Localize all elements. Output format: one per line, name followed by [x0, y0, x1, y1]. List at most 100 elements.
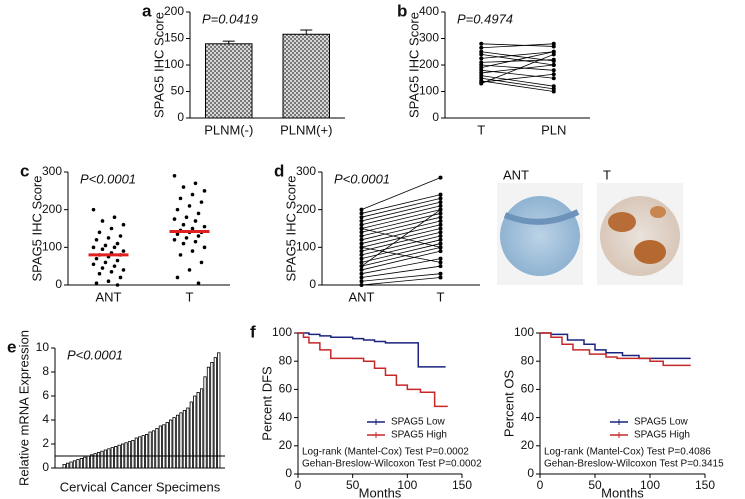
bar — [186, 407, 190, 469]
point — [181, 241, 186, 246]
point — [438, 271, 443, 276]
point — [172, 238, 177, 242]
bar — [86, 455, 90, 469]
bar — [138, 436, 142, 469]
y-axis-label: SPAG5 IHC Score — [151, 12, 166, 118]
test-note: Gehan-Breslow-Wilcoxon Test P=0.0002 — [302, 459, 482, 470]
point — [551, 89, 556, 94]
point — [109, 226, 114, 231]
bar — [210, 361, 214, 469]
point — [121, 249, 126, 253]
x-tick-label: 50 — [588, 478, 602, 492]
point — [193, 181, 198, 186]
point — [178, 253, 183, 257]
y-tick-label: 4 — [42, 412, 49, 426]
stained-region — [608, 212, 636, 232]
point — [359, 215, 364, 220]
pair-line — [481, 43, 554, 49]
y-tick-label: 100 — [164, 57, 184, 71]
pair-line — [361, 194, 441, 214]
pair-line — [361, 209, 441, 267]
y-tick-label: 300 — [419, 31, 439, 45]
point — [190, 192, 195, 197]
bar — [62, 463, 66, 469]
point — [202, 224, 207, 229]
y-tick-label: 8 — [42, 364, 49, 378]
y-axis-label: SPAG5 IHC Score — [283, 176, 298, 282]
point — [551, 68, 556, 73]
point — [193, 239, 198, 244]
legend-label: SPAG5 Low — [634, 417, 689, 428]
test-note: Log-rank (Mantel-Cox) Test P=0.4086 — [544, 447, 711, 458]
bar — [66, 462, 70, 469]
point — [196, 234, 201, 238]
point — [172, 217, 177, 221]
point — [438, 222, 443, 227]
bar — [169, 419, 173, 469]
p-value: P<0.0001 — [80, 171, 136, 186]
image-label: T — [603, 167, 611, 182]
bar — [175, 414, 180, 469]
point — [97, 271, 102, 276]
y-axis-label: Relative mRNA Expression — [16, 330, 31, 486]
point — [109, 270, 114, 274]
survival-curve — [540, 332, 691, 360]
point — [172, 173, 177, 178]
point — [106, 236, 111, 240]
bar — [93, 453, 97, 469]
pair-line — [481, 64, 554, 71]
y-tick-label: 100 — [42, 240, 62, 254]
point — [359, 230, 364, 235]
point — [479, 81, 484, 86]
point — [121, 268, 126, 272]
point — [359, 211, 364, 216]
y-tick-label: 60 — [279, 382, 293, 396]
point — [438, 200, 443, 205]
point — [438, 218, 443, 223]
point — [438, 237, 443, 242]
point — [175, 275, 180, 280]
y-tick-label: 0 — [42, 460, 49, 474]
point — [112, 215, 117, 219]
p-value: P=0.4974 — [457, 11, 513, 26]
point — [551, 63, 556, 67]
y-tick-label: 300 — [296, 164, 316, 178]
x-tick-label: 100 — [397, 478, 417, 492]
survival-curve — [298, 332, 446, 368]
bar — [199, 388, 204, 469]
y-tick-label: 80 — [521, 353, 535, 367]
point — [438, 275, 443, 280]
pair-line — [481, 80, 554, 92]
pair-line — [481, 75, 554, 87]
bar — [193, 395, 197, 469]
pair-line — [361, 277, 441, 286]
y-axis-label: Percent OS — [501, 370, 516, 438]
x-tick-label: 0 — [295, 478, 302, 492]
y-tick-label: 60 — [521, 382, 535, 396]
point — [551, 76, 556, 81]
pair-line — [361, 239, 441, 260]
point — [479, 52, 484, 57]
tissue-core — [600, 196, 680, 276]
y-tick-label: 200 — [164, 4, 184, 18]
point — [359, 237, 364, 242]
panel-label: d — [274, 161, 284, 180]
y-tick-label: 40 — [279, 410, 293, 424]
point — [359, 241, 364, 246]
point — [359, 218, 364, 223]
point — [181, 222, 186, 227]
point — [112, 245, 117, 250]
bar — [217, 352, 221, 469]
point — [199, 200, 204, 204]
point — [193, 219, 198, 223]
point — [94, 238, 99, 242]
y-tick-label: 150 — [164, 31, 184, 45]
point — [438, 245, 443, 250]
p-value: P<0.0001 — [334, 171, 390, 186]
bar — [72, 460, 77, 469]
survival-curve — [540, 332, 691, 367]
point — [438, 249, 443, 254]
point — [438, 207, 443, 212]
x-tick-label: T — [437, 289, 445, 304]
